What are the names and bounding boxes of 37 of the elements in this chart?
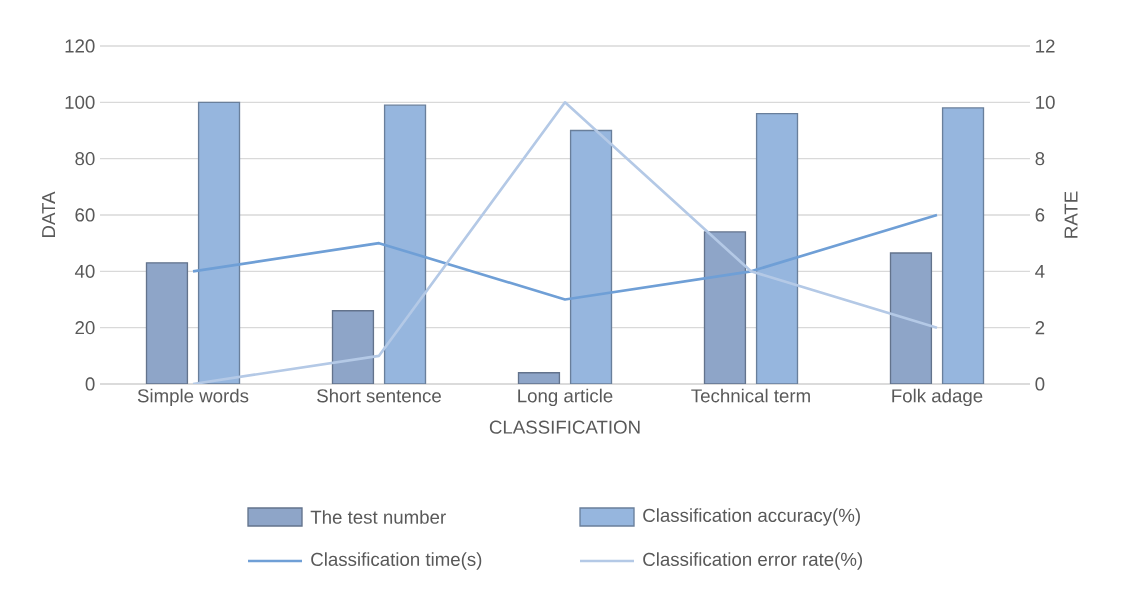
y-tick-label: 60: [75, 208, 95, 222]
y-axis-title: DATA: [42, 191, 55, 237]
bar: [145, 262, 189, 384]
y2-tick-label: 12: [1036, 39, 1055, 53]
y2-tick-label: 8: [1035, 152, 1045, 166]
bar: [569, 129, 613, 384]
y2-tick-label: 6: [1035, 208, 1045, 222]
y-tick-label: 20: [75, 321, 95, 335]
line-series: [191, 213, 939, 301]
bar: [941, 107, 985, 384]
y2-tick-label: 10: [1036, 95, 1055, 109]
bar: [889, 252, 933, 384]
x-tick-label: Short sentence: [317, 388, 441, 403]
bar: [703, 231, 747, 384]
x-tick-label: Simple words: [137, 388, 249, 407]
legend-label: Classification accuracy(%): [643, 508, 860, 526]
x-axis-title: CLASSIFICATION: [489, 420, 640, 434]
x-tick-label: Technical term: [691, 388, 810, 403]
bar: [755, 112, 799, 384]
legend-label: Classification error rate(%): [643, 552, 863, 570]
y2-tick-label: 0: [1035, 377, 1045, 391]
legend-label: Classification time(s): [311, 552, 482, 570]
bar: [197, 101, 241, 384]
x-tick-label: Folk adage: [892, 388, 983, 407]
line-series: [191, 100, 939, 384]
y-tick-label: 80: [75, 152, 95, 166]
legend-label: The test number: [310, 510, 446, 524]
y-tick-label: 0: [85, 377, 95, 391]
y-tick-label: 40: [74, 264, 95, 278]
bar: [383, 104, 427, 384]
y2-tick-label: 2: [1035, 321, 1045, 335]
y-tick-label: 100: [65, 95, 95, 109]
x-tick-label: Long article: [518, 388, 613, 407]
y-tick-label: 120: [65, 39, 95, 53]
y2-axis-title: RATE: [1064, 191, 1078, 238]
bar: [331, 310, 375, 384]
y2-tick-label: 4: [1035, 264, 1045, 278]
